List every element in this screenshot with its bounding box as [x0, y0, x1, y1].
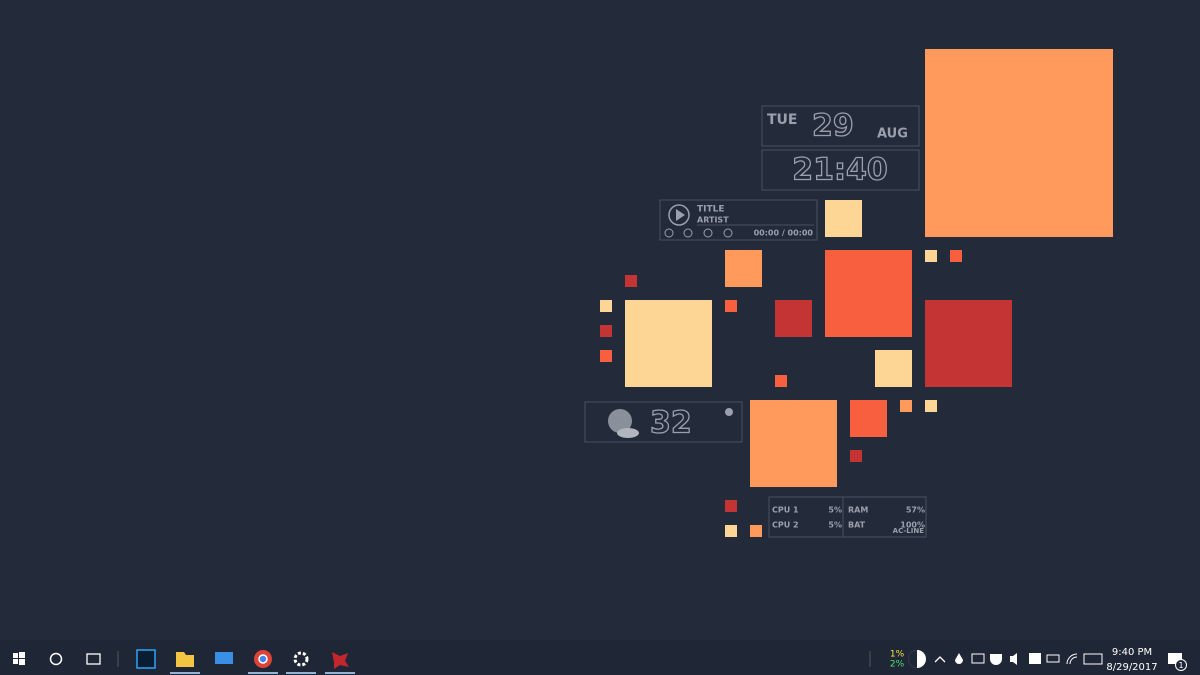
- media-widget: TITLE ARTIST 00:00 / 00:00: [659, 199, 818, 241]
- tray-icon[interactable]: [955, 653, 963, 664]
- square: [875, 350, 912, 387]
- date-widget: TUE 29 AUG: [761, 105, 920, 147]
- wifi-icon[interactable]: [1066, 653, 1078, 665]
- square: [775, 375, 787, 387]
- track-position: 00:00 / 00:00: [754, 229, 814, 238]
- square: [825, 200, 862, 237]
- square: [600, 325, 612, 337]
- tray-icon-half: [908, 650, 917, 668]
- system-value: 5%: [828, 506, 842, 515]
- system-rows: CPU 1 5% RAM 57% CPU 2 5% BAT 100%: [772, 506, 925, 530]
- square: [625, 275, 637, 287]
- widget-frame: [659, 199, 818, 241]
- square: [600, 350, 612, 362]
- task-view-button[interactable]: [86, 653, 101, 665]
- track-artist: ARTIST: [697, 216, 729, 225]
- square: [725, 250, 762, 287]
- degree-sign: [725, 408, 733, 416]
- widget-frame: [768, 496, 927, 538]
- square: [950, 250, 962, 262]
- action-center[interactable]: [1168, 653, 1182, 664]
- next-button[interactable]: [683, 228, 693, 238]
- square: [775, 300, 812, 337]
- square: [625, 300, 712, 387]
- system-label: RAM: [848, 506, 868, 515]
- start-button[interactable]: [13, 652, 25, 665]
- play-button[interactable]: [668, 204, 690, 226]
- square: [850, 400, 887, 437]
- square: [825, 250, 912, 337]
- battery-icon[interactable]: [1046, 654, 1060, 663]
- tray-meter: 1%: [890, 650, 905, 660]
- system-value: 100%: [900, 521, 925, 530]
- chrome-center: [258, 654, 268, 664]
- keyboard-icon[interactable]: [1083, 653, 1103, 665]
- tray-time[interactable]: 9:40 PM: [1112, 647, 1152, 658]
- square: [600, 300, 612, 312]
- tray-date[interactable]: 8/29/2017: [1106, 662, 1157, 673]
- square: [750, 400, 837, 487]
- notification-badge: [1175, 659, 1187, 671]
- system-value: 57%: [906, 506, 925, 515]
- stop-button[interactable]: [703, 228, 713, 238]
- app-icon[interactable]: [332, 652, 349, 669]
- prev-button[interactable]: [664, 228, 674, 238]
- photoshop-icon[interactable]: [136, 649, 156, 669]
- square: [725, 300, 737, 312]
- active-indicator: [170, 672, 200, 674]
- squares: [600, 49, 1113, 537]
- tray-expand[interactable]: [934, 656, 946, 663]
- close-button[interactable]: [723, 228, 733, 238]
- square: [900, 400, 912, 412]
- tray-icon[interactable]: [971, 653, 985, 664]
- system-value: 5%: [828, 521, 842, 530]
- explorer-icon[interactable]: [176, 652, 194, 667]
- weather-cloud: [617, 428, 639, 438]
- weather-widget: 32: [584, 401, 743, 443]
- notification-count: 1: [1178, 661, 1183, 670]
- square: [725, 525, 737, 537]
- active-indicator: [286, 672, 316, 674]
- square: [925, 300, 1012, 387]
- temperature: 32: [650, 406, 692, 441]
- settings-icon[interactable]: [293, 651, 309, 667]
- tray-meter: 2%: [890, 660, 905, 670]
- system-label: CPU 2: [772, 521, 799, 530]
- power-source: AC-LINE: [893, 527, 925, 535]
- weather-icon: [608, 409, 632, 433]
- app-icon[interactable]: [215, 652, 233, 664]
- active-indicator: [248, 672, 278, 674]
- system-widget: CPU 1 5% RAM 57% CPU 2 5% BAT 100% AC-LINE: [768, 496, 927, 538]
- widget-frame: [761, 149, 920, 191]
- square: [850, 450, 862, 462]
- square: [925, 49, 1113, 237]
- system-label: CPU 1: [772, 506, 799, 515]
- square: [925, 250, 937, 262]
- track-title: TITLE: [697, 205, 725, 215]
- tray-icon[interactable]: [1029, 653, 1041, 664]
- clock-widget: 21:40: [761, 149, 920, 191]
- active-indicator: [325, 672, 355, 674]
- month: AUG: [877, 127, 908, 142]
- square: [925, 400, 937, 412]
- widget-frame: [761, 105, 920, 147]
- play-icon: [676, 209, 685, 221]
- search-button[interactable]: [49, 652, 63, 666]
- taskbar: 1% 2% 9:40 PM 8/29/2017 1: [0, 640, 1200, 675]
- weekday: TUE: [767, 112, 797, 128]
- clock-time: 21:40: [792, 153, 888, 188]
- widget-frame: [584, 401, 743, 443]
- day: 29: [812, 109, 854, 144]
- square: [725, 500, 737, 512]
- system-label: BAT: [848, 521, 866, 530]
- square: [750, 525, 762, 537]
- volume-icon[interactable]: [1010, 653, 1017, 665]
- tray-icon[interactable]: [990, 654, 1002, 665]
